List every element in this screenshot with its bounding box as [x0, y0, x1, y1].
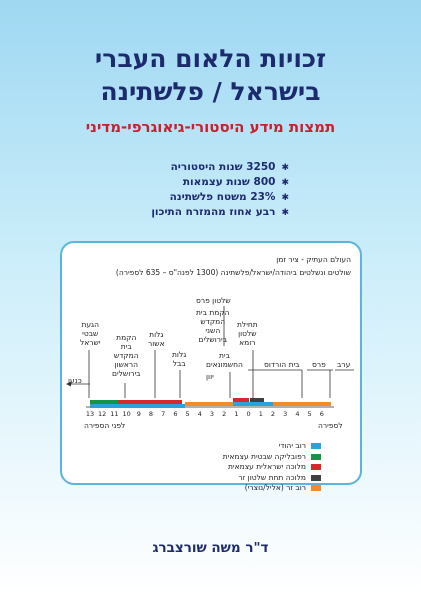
event-first-temple: הקמת בית המקדש הראשון בירושלים [112, 333, 141, 378]
axis-number: 11 [110, 410, 119, 418]
event-greece: יוון [206, 372, 214, 381]
legend-label: רוב יהודי [278, 441, 306, 450]
star-icon: ✱ [281, 163, 289, 173]
event-hasmonean: בית החשמונאים [206, 351, 243, 369]
legend-swatch [311, 443, 321, 449]
legend-swatch [311, 474, 321, 481]
axis-number: 13 [85, 410, 95, 418]
bar-tribal-republic [90, 400, 118, 404]
legend-swatch [311, 453, 321, 460]
legend-item: רוב יהודי [279, 441, 321, 451]
bar-foreign-majority-1 [185, 402, 233, 406]
key-fact: ✱23% משטח פלשתינה [169, 191, 289, 203]
axis-number: 0 [246, 410, 251, 418]
axis-number: 4 [295, 410, 300, 418]
event-persia: פרס [312, 360, 326, 369]
key-fact: ✱800 שנות עצמאות [182, 176, 289, 188]
event-arrival: הגעת שבטי ישראל [80, 320, 101, 347]
book-title-line-2: בישראל / פלשתינה [100, 77, 321, 106]
legend-label: מלוכה תחת שלטון זר [238, 472, 306, 482]
axis-number: 3 [209, 410, 215, 418]
legend-label: מלוכה ישראלית עצמאית [228, 462, 306, 471]
event-assyria-exile: גלות אשור [148, 330, 165, 348]
axis-number: 9 [136, 410, 141, 418]
book-subtitle: תמצות מידע היסטורי-גיאוגרפי-מדיני [85, 118, 336, 136]
axis-number: 8 [148, 410, 154, 418]
ce-label: לספירה [318, 421, 343, 430]
axis-number: 12 [98, 410, 107, 418]
star-icon: ✱ [281, 193, 289, 203]
axis-number: 6 [173, 410, 178, 418]
timeline-heading: העולם העתיק - ציר זמן [276, 255, 351, 264]
bar-hasmonean [233, 398, 249, 402]
event-arab: ערב [337, 360, 351, 369]
bar-jewish-majority-1 [90, 404, 185, 408]
legend-swatch [311, 464, 321, 470]
star-icon: ✱ [281, 208, 289, 218]
event-persia-rule: שלטון פרס [196, 296, 231, 305]
axis-number: 3 [283, 410, 288, 418]
timeline-subheading: שולטים ונשלטים ביהודה/ישראל/פלשתינה (130… [115, 268, 351, 277]
axis-number: 5 [185, 410, 190, 418]
bar-foreign-majority-2 [273, 402, 331, 406]
axis-number: 6 [319, 410, 324, 418]
axis-number: 1 [258, 410, 263, 418]
axis-number: 2 [270, 410, 276, 418]
legend-label: רפובליקה שבטית עצמאית [222, 451, 306, 461]
key-facts-list: ✱3250 שנות היסטוריה ✱800 שנות עצמאות ✱23… [151, 160, 289, 220]
bar-israelite-monarchy [118, 400, 182, 404]
event-babylon-exile: גלות בבל [172, 350, 187, 368]
key-fact: ✱3250 שנות היסטוריה [170, 161, 289, 173]
bar-jewish-majority-2 [233, 402, 273, 406]
bce-label: לפני הספירה [84, 421, 126, 430]
legend-item: מלוכה תחת שלטון זר [238, 473, 321, 483]
axis-number: 2 [222, 410, 227, 418]
axis-number: 5 [307, 410, 312, 418]
legend-item: רוב זר (אליל/נוצרי) [245, 483, 321, 493]
axis-number: 4 [197, 410, 202, 418]
key-fact: ✱רבע אחוז מהמזרח התיכון [151, 206, 289, 218]
legend-item: מלוכה ישראלית עצמאית [228, 462, 321, 472]
axis-number: 10 [122, 410, 131, 418]
axis-number: 7 [161, 410, 166, 418]
event-herod: בית הורדוס [264, 360, 300, 369]
event-second-temple: הקמת בית המקדש השני בירושלים [196, 308, 230, 344]
legend-label: רוב זר (אליל/נוצרי) [244, 483, 306, 492]
event-rome: תחילת שלטון רומא [237, 320, 258, 347]
star-icon: ✱ [281, 178, 289, 188]
legend-item: רפובליקה שבטית עצמאית [223, 452, 321, 462]
author-name: ד"ר משה שורצברג [152, 540, 269, 556]
book-title-line-1: זכויות הלאום העברי [94, 44, 327, 73]
bar-foreign-monarchy [250, 398, 264, 402]
legend-swatch [311, 485, 321, 491]
axis-number: 1 [234, 410, 239, 418]
arrow-head-icon [66, 381, 71, 387]
event-canaan: כנען [68, 376, 82, 385]
